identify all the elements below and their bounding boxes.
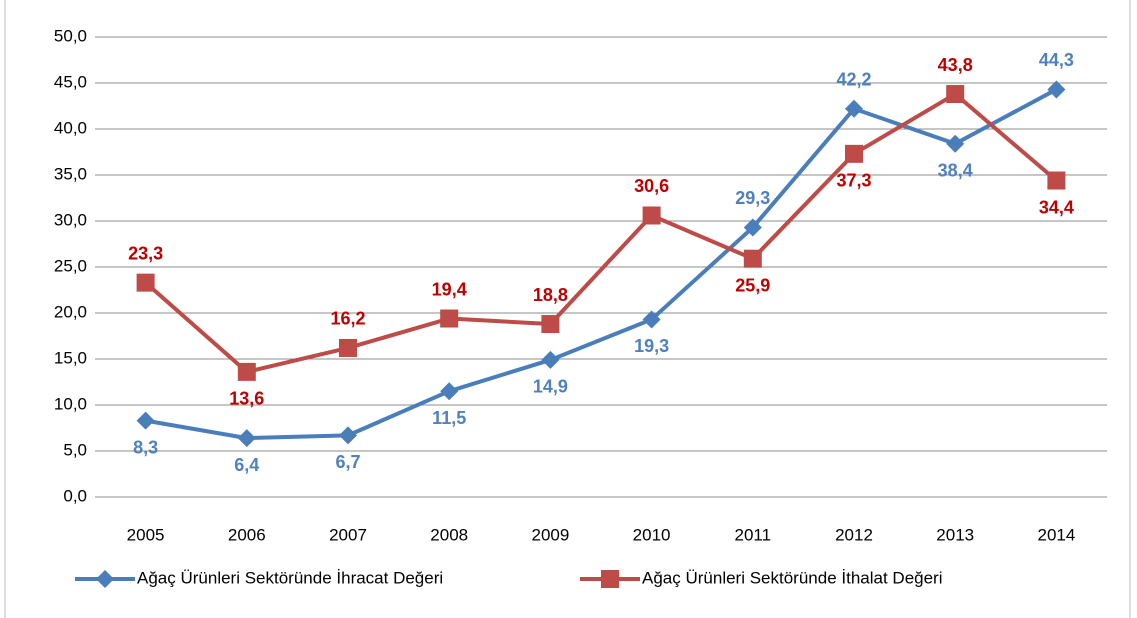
data-label: 37,3: [836, 171, 871, 191]
chart-border: [4, 0, 1131, 618]
marker: [136, 273, 155, 292]
data-label: 29,3: [735, 188, 770, 208]
data-label: 38,4: [938, 160, 973, 180]
y-tick-label: 40,0: [54, 118, 87, 137]
y-tick-label: 25,0: [54, 256, 87, 275]
x-tick-label: 2009: [531, 525, 569, 544]
x-tick-label: 2013: [936, 525, 974, 544]
data-label: 16,2: [330, 309, 365, 329]
marker: [946, 85, 965, 104]
marker: [541, 315, 560, 334]
y-tick-label: 45,0: [54, 72, 87, 91]
x-tick-label: 2007: [329, 525, 367, 544]
series-line: [145, 87, 1058, 441]
data-label: 19,3: [634, 336, 669, 356]
marker: [136, 411, 155, 430]
x-tick-label: 2008: [430, 525, 468, 544]
y-tick-label: 50,0: [54, 26, 87, 45]
data-label: 25,9: [735, 275, 770, 295]
marker: [1047, 171, 1066, 190]
data-label: 18,8: [533, 285, 568, 305]
marker: [642, 310, 661, 329]
marker: [845, 99, 863, 118]
marker: [339, 338, 357, 357]
legend-label: Ağaç Ürünleri Sektöründe İhracat Değeri: [137, 568, 443, 587]
legend-marker: [96, 570, 114, 588]
marker: [642, 206, 661, 225]
data-label: 8,3: [133, 437, 158, 457]
y-tick-label: 30,0: [54, 210, 87, 229]
marker: [743, 218, 762, 237]
data-label: 30,6: [634, 176, 669, 196]
data-label: 23,3: [128, 243, 163, 263]
data-label: 34,4: [1039, 197, 1074, 217]
marker: [541, 350, 560, 369]
data-label: 6,4: [234, 455, 259, 475]
marker: [845, 144, 863, 163]
y-tick-label: 35,0: [54, 164, 87, 183]
y-tick-label: 10,0: [54, 394, 87, 413]
marker: [743, 249, 762, 268]
series-line: [144, 92, 1058, 374]
y-tick-label: 5,0: [63, 440, 87, 459]
legend-label: Ağaç Ürünleri Sektöründe İthalat Değeri: [642, 568, 943, 587]
x-tick-label: 2005: [127, 525, 165, 544]
marker: [339, 426, 357, 445]
data-label: 43,8: [938, 55, 973, 75]
marker: [946, 134, 965, 153]
x-tick-label: 2010: [633, 525, 671, 544]
x-tick-label: 2012: [835, 525, 873, 544]
marker: [440, 309, 459, 328]
data-label: 19,4: [432, 279, 467, 299]
x-tick-label: 2006: [228, 525, 266, 544]
marker: [1047, 80, 1066, 99]
y-tick-label: 0,0: [63, 486, 87, 505]
marker: [237, 429, 256, 448]
data-label: 44,3: [1039, 50, 1074, 70]
data-label: 6,7: [335, 452, 360, 472]
marker: [440, 382, 459, 401]
y-tick-label: 15,0: [54, 348, 87, 367]
data-label: 14,9: [533, 377, 568, 397]
data-label: 13,6: [229, 389, 264, 409]
data-label: 11,5: [432, 408, 466, 428]
x-tick-label: 2011: [735, 525, 772, 544]
legend-marker: [601, 570, 619, 588]
marker: [237, 362, 256, 381]
y-tick-label: 20,0: [54, 302, 87, 321]
x-tick-label: 2014: [1037, 525, 1075, 544]
data-label: 42,2: [836, 70, 871, 90]
